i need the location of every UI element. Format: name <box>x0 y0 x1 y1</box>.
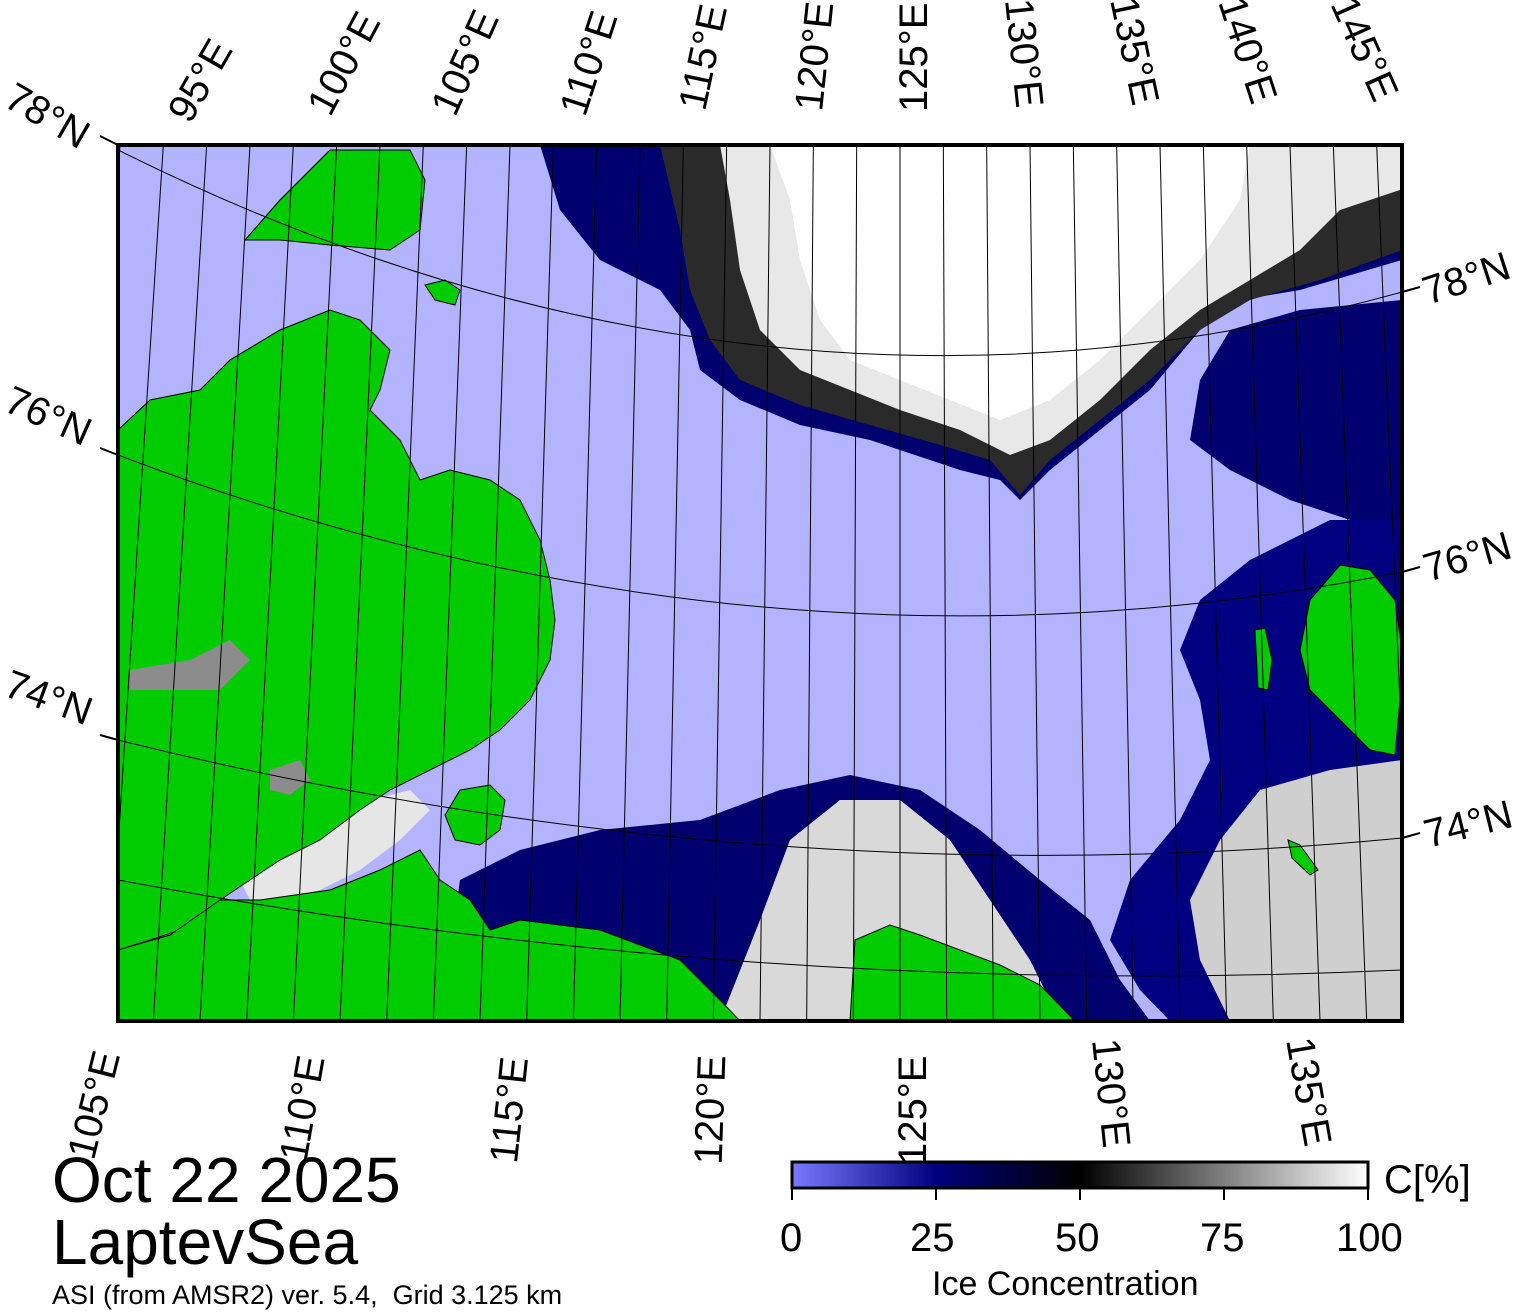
meridian-line <box>759 145 771 1021</box>
colorbar-unit: C[%] <box>1384 1158 1471 1202</box>
meridian-line <box>1246 145 1274 1021</box>
top-lon-label: 105°E <box>423 4 508 122</box>
top-lon-label: 115°E <box>671 1 736 114</box>
frame-ticks <box>99 135 1421 839</box>
top-lon-label: 95°E <box>160 32 242 129</box>
land-belkovsky <box>1254 627 1273 691</box>
meridian-line <box>479 145 511 1021</box>
land-small-island <box>424 279 461 306</box>
meridian-line <box>118 145 121 182</box>
land-bolshoy-begichev <box>444 784 506 846</box>
meridian-line <box>619 145 641 1021</box>
colorbar-tick-label: 100 <box>1336 1216 1403 1260</box>
meridian-line <box>1116 145 1134 1021</box>
map-date: Oct 22 2025 <box>52 1144 401 1216</box>
khatanga-ice <box>240 790 430 900</box>
meridian-line <box>152 145 208 1021</box>
bottom-lon-label: 135°E <box>1277 1034 1339 1149</box>
left-lat-label: 76°N <box>0 378 98 455</box>
top-lon-label: 145°E <box>1322 0 1407 108</box>
meridian-line <box>1029 145 1041 1021</box>
right-lat-label: 74°N <box>1420 792 1517 856</box>
meridian-line <box>386 145 424 1021</box>
meridian-line <box>432 145 468 1021</box>
bottom-lon-label: 130°E <box>1083 1036 1138 1149</box>
meridian-line <box>339 145 381 1021</box>
meridian-line <box>118 145 164 854</box>
colorbar <box>790 1160 1370 1190</box>
meridian-line <box>199 145 251 1021</box>
east-ice-core <box>1190 760 1402 1021</box>
top-lon-label: 125°E <box>892 3 936 112</box>
land-taymyr <box>118 309 556 951</box>
meridian-line <box>852 145 858 1021</box>
left-lat-label: 74°N <box>0 662 98 734</box>
land-severnaya-zemlya <box>243 149 426 251</box>
top-lon-label: 130°E <box>996 0 1051 110</box>
bottom-lon-label: 120°E <box>687 1054 735 1165</box>
colorbar-tick-label: 0 <box>780 1216 803 1260</box>
top-lon-label: 140°E <box>1209 0 1285 109</box>
meridian-line <box>1332 145 1368 1021</box>
map-region: LaptevSea <box>52 1206 359 1278</box>
graticule <box>118 149 1402 977</box>
top-lon-labels: 95°E 100°E 105°E 110°E 115°E 120°E 125°E… <box>160 0 1407 130</box>
bottom-lon-label: 125°E <box>891 1056 935 1165</box>
meridian-line <box>1289 145 1321 1021</box>
meridian-line <box>1072 145 1088 1021</box>
top-lon-label: 135°E <box>1101 0 1167 109</box>
meridian-line <box>1159 145 1181 1021</box>
left-lat-label: 78°N <box>0 75 97 158</box>
top-lon-label: 110°E <box>552 6 627 121</box>
meridian-line <box>572 145 598 1021</box>
land-taymyr-south <box>118 849 741 1021</box>
meridian-line <box>1376 145 1402 763</box>
colorbar-tick-label: 50 <box>1055 1216 1100 1260</box>
meridian-line <box>246 145 294 1021</box>
colorbar-tick-label: 75 <box>1200 1216 1245 1260</box>
right-lat-label: 76°N <box>1418 524 1516 591</box>
colorbar-tick-label: 25 <box>910 1216 955 1260</box>
meridians <box>118 145 1402 1021</box>
right-lat-label: 78°N <box>1417 244 1516 313</box>
pack-ice-bright <box>770 145 1250 420</box>
coast-mask-lake <box>270 760 310 795</box>
top-lon-label: 100°E <box>299 5 389 122</box>
map-source: ASI (from AMSR2) ver. 5.4, Grid 3.125 km <box>52 1280 563 1310</box>
colorbar-title: Ice Concentration <box>932 1265 1199 1303</box>
meridian-line <box>666 145 684 1021</box>
land-stolbovoy <box>1287 839 1319 876</box>
meridian-line <box>942 145 948 1021</box>
meridian-line <box>806 145 814 1021</box>
bottom-lon-label: 115°E <box>482 1055 537 1165</box>
meridian-line <box>986 145 994 1021</box>
map-frame <box>116 143 1404 1023</box>
map-body <box>118 145 1402 1021</box>
meridian-line <box>526 145 554 1021</box>
meridian-line <box>292 145 338 1021</box>
meridian-line <box>712 145 728 1021</box>
colorbar-ticks <box>791 1188 1369 1200</box>
meridian-line <box>1202 145 1228 1021</box>
top-lon-label: 120°E <box>787 0 842 113</box>
